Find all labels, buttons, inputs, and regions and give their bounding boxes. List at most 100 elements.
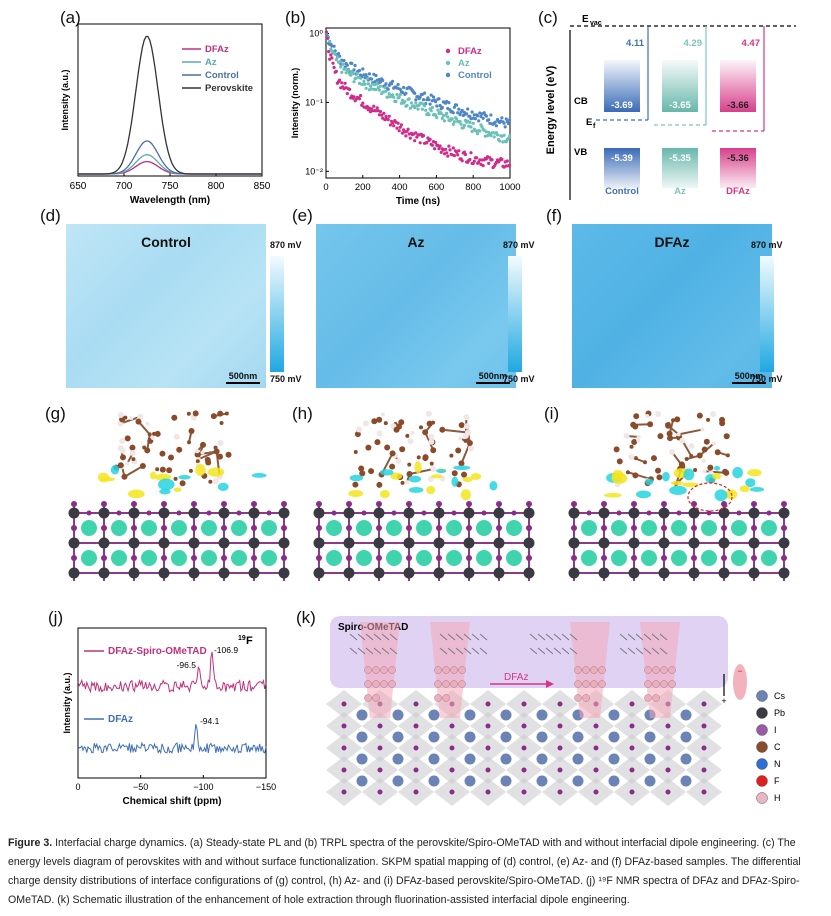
molecule-atom <box>204 456 211 463</box>
pb-atom <box>403 507 415 519</box>
caption-text: Interfacial charge dynamics. (a) Steady-… <box>8 837 801 906</box>
charge-density-lobe <box>669 485 687 495</box>
molecule-atom <box>630 421 637 428</box>
pb-atom <box>248 507 260 519</box>
spiro-molecule-bond <box>537 633 546 641</box>
data-point-az <box>423 104 427 108</box>
charge-density-lobe <box>453 465 471 471</box>
molecule-atom <box>217 410 224 417</box>
cs-atom <box>392 709 404 721</box>
data-point-dfaz <box>434 140 438 145</box>
data-point-dfaz <box>408 136 412 140</box>
cs-atom <box>171 520 187 536</box>
h-atom <box>590 666 598 674</box>
data-point-az <box>489 134 493 138</box>
data-point-control <box>398 87 402 91</box>
h-atom <box>644 694 652 702</box>
i-atom <box>629 701 635 707</box>
data-point-dfaz <box>463 152 468 157</box>
data-point-az <box>416 107 420 111</box>
pb-atom <box>188 537 200 549</box>
molecule-atom <box>676 432 681 437</box>
nucleus-label: F <box>246 635 253 647</box>
data-point-dfaz <box>456 153 460 157</box>
panel-label-e: (e) <box>292 206 313 225</box>
molecule-atom <box>147 432 152 437</box>
i-atom <box>701 767 707 773</box>
pb-atom <box>493 537 505 549</box>
charge-density-structure-az <box>313 410 535 581</box>
cs-atom <box>356 753 368 765</box>
spiro-molecule-bond <box>447 647 456 655</box>
i-atom <box>436 555 442 561</box>
data-point-dfaz <box>439 150 443 154</box>
data-point-dfaz <box>414 131 418 135</box>
cs-atom <box>671 520 687 536</box>
cs-atom <box>428 731 440 743</box>
data-point-control <box>451 111 455 115</box>
i-atom <box>629 745 635 751</box>
cs-atom <box>428 753 440 765</box>
skpm-map-control: Control 500nm <box>66 224 266 388</box>
molecule-atom <box>117 462 124 469</box>
molecule-atom <box>376 416 383 423</box>
scale-bar: 500nm <box>226 371 260 384</box>
molecule-atom <box>425 410 432 417</box>
pb-atom <box>778 507 790 519</box>
data-point-control <box>332 44 336 48</box>
data-point-az <box>498 139 502 143</box>
data-point-control <box>473 117 477 121</box>
cb-band-control <box>604 60 640 112</box>
i-atom <box>557 701 563 707</box>
x-tick-label: −50 <box>133 782 148 792</box>
cs-atom <box>111 550 127 566</box>
legend-atom-label: F <box>774 776 780 786</box>
i-atom <box>131 501 137 507</box>
data-point-az <box>459 122 463 126</box>
spiro-molecule-bond <box>651 633 660 641</box>
x-tick-label: −150 <box>256 782 276 792</box>
i-atom <box>616 510 622 516</box>
data-point-az <box>383 86 387 90</box>
i-atom <box>496 525 502 531</box>
data-point-az <box>424 108 428 112</box>
molecule-bond <box>442 428 469 434</box>
cs-atom <box>464 753 476 765</box>
i-atom <box>206 510 212 516</box>
molecule-atom <box>703 438 710 445</box>
legend-atom-c <box>756 741 768 753</box>
data-point-az <box>405 103 409 108</box>
data-point-dfaz <box>391 121 395 125</box>
charge-density-lobe <box>173 487 182 492</box>
data-point-az <box>395 93 399 97</box>
molecule-atom <box>665 422 672 429</box>
i-atom <box>101 525 107 531</box>
legend-atom-pb <box>756 707 768 719</box>
i-atom <box>721 525 727 531</box>
charge-density-lobe <box>714 489 728 502</box>
molecule-atom <box>194 451 201 458</box>
i-atom <box>766 510 772 516</box>
i-atom <box>346 501 352 507</box>
i-atom <box>571 525 577 531</box>
pb-atom <box>718 507 730 519</box>
molecule-atom <box>725 453 730 458</box>
molecule-bond <box>120 415 141 425</box>
pb-atom <box>218 567 230 579</box>
series-line-perovskite <box>78 35 262 175</box>
i-atom <box>191 555 197 561</box>
cs-atom <box>680 775 692 787</box>
cs-atom <box>641 520 657 536</box>
charge-density-lobe <box>408 487 424 493</box>
h-atom <box>574 666 582 674</box>
data-point-az <box>403 100 407 104</box>
pb-atom <box>403 567 415 579</box>
i-atom <box>71 525 77 531</box>
molecule-atom <box>631 438 638 445</box>
i-atom <box>191 525 197 531</box>
i-atom <box>316 501 322 507</box>
spiro-molecule-bond <box>373 647 382 655</box>
spiro-molecule-bond <box>349 647 358 655</box>
h-atom <box>450 666 458 674</box>
x-tick-label: 400 <box>392 182 408 193</box>
